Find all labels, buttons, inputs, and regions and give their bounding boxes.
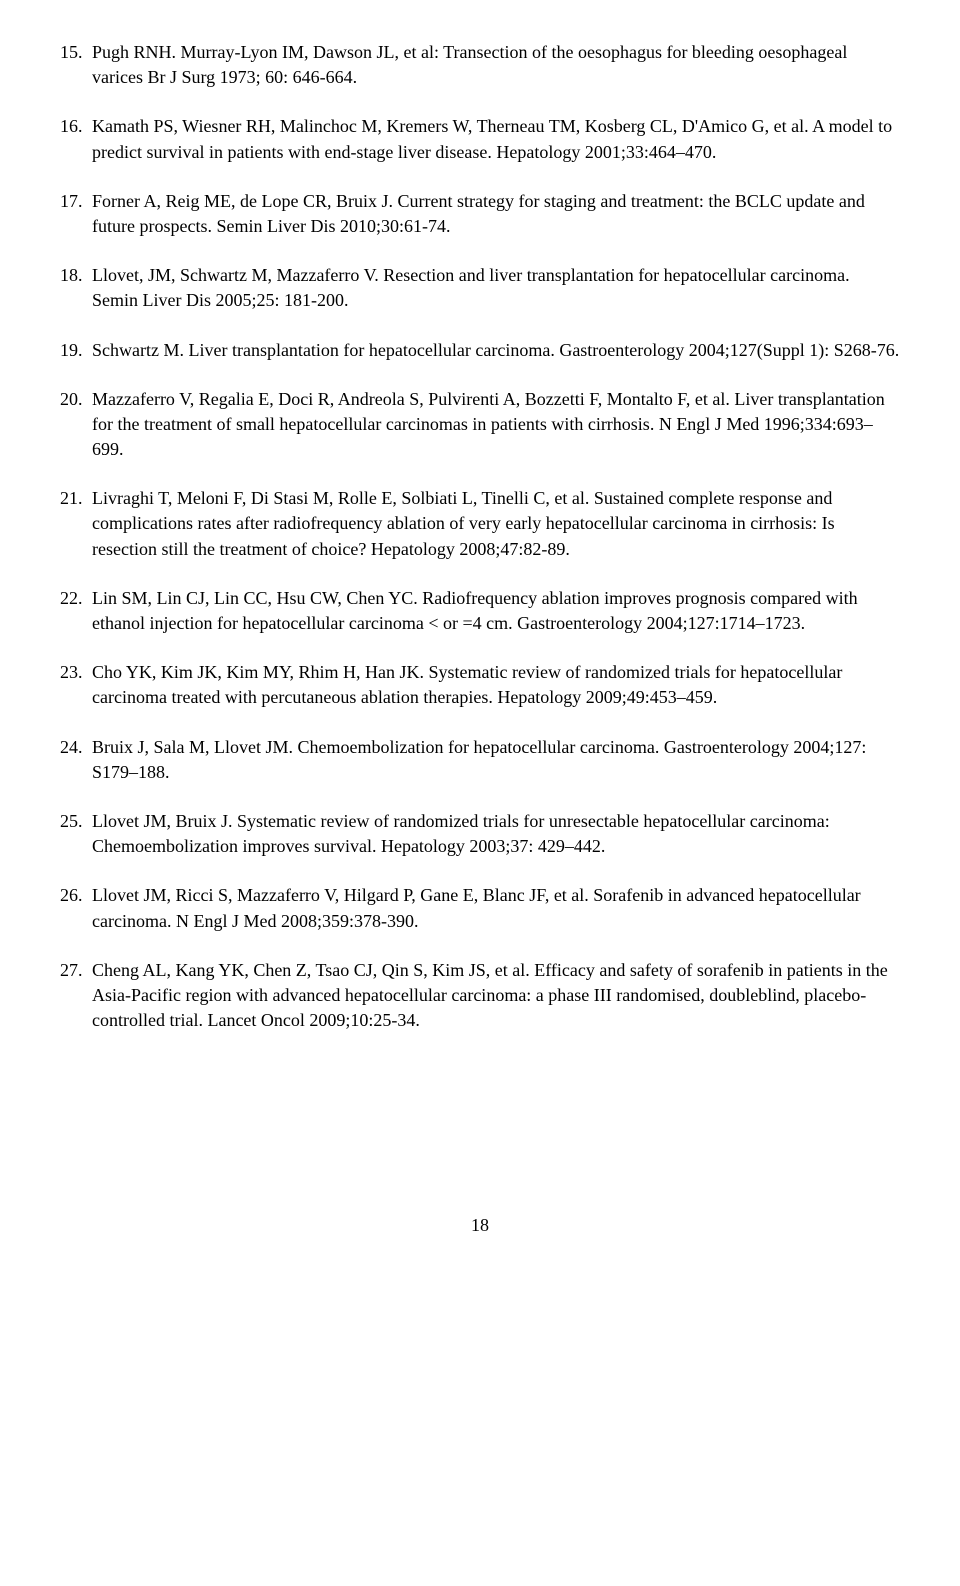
reference-item: 24.Bruix J, Sala M, Llovet JM. Chemoembo…: [60, 735, 900, 785]
reference-number: 25.: [60, 809, 92, 859]
reference-item: 19.Schwartz M. Liver transplantation for…: [60, 338, 900, 363]
reference-number: 20.: [60, 387, 92, 463]
reference-item: 17.Forner A, Reig ME, de Lope CR, Bruix …: [60, 189, 900, 239]
reference-number: 24.: [60, 735, 92, 785]
reference-text: Livraghi T, Meloni F, Di Stasi M, Rolle …: [92, 486, 900, 562]
reference-text: Forner A, Reig ME, de Lope CR, Bruix J. …: [92, 189, 900, 239]
reference-list: 15.Pugh RNH. Murray-Lyon IM, Dawson JL, …: [60, 40, 900, 1033]
reference-number: 26.: [60, 883, 92, 933]
reference-text: Pugh RNH. Murray-Lyon IM, Dawson JL, et …: [92, 40, 900, 90]
reference-item: 26.Llovet JM, Ricci S, Mazzaferro V, Hil…: [60, 883, 900, 933]
reference-item: 27.Cheng AL, Kang YK, Chen Z, Tsao CJ, Q…: [60, 958, 900, 1034]
reference-text: Cheng AL, Kang YK, Chen Z, Tsao CJ, Qin …: [92, 958, 900, 1034]
reference-number: 18.: [60, 263, 92, 313]
reference-text: Bruix J, Sala M, Llovet JM. Chemoemboliz…: [92, 735, 900, 785]
reference-text: Schwartz M. Liver transplantation for he…: [92, 338, 900, 363]
reference-number: 16.: [60, 114, 92, 164]
reference-text: Mazzaferro V, Regalia E, Doci R, Andreol…: [92, 387, 900, 463]
reference-item: 23.Cho YK, Kim JK, Kim MY, Rhim H, Han J…: [60, 660, 900, 710]
reference-text: Llovet JM, Bruix J. Systematic review of…: [92, 809, 900, 859]
reference-number: 27.: [60, 958, 92, 1034]
reference-number: 23.: [60, 660, 92, 710]
reference-number: 15.: [60, 40, 92, 90]
reference-item: 18.Llovet, JM, Schwartz M, Mazzaferro V.…: [60, 263, 900, 313]
reference-text: Lin SM, Lin CJ, Lin CC, Hsu CW, Chen YC.…: [92, 586, 900, 636]
reference-item: 16.Kamath PS, Wiesner RH, Malinchoc M, K…: [60, 114, 900, 164]
page-number: 18: [60, 1213, 900, 1238]
reference-item: 21.Livraghi T, Meloni F, Di Stasi M, Rol…: [60, 486, 900, 562]
reference-item: 22.Lin SM, Lin CJ, Lin CC, Hsu CW, Chen …: [60, 586, 900, 636]
reference-item: 25.Llovet JM, Bruix J. Systematic review…: [60, 809, 900, 859]
reference-number: 22.: [60, 586, 92, 636]
reference-text: Cho YK, Kim JK, Kim MY, Rhim H, Han JK. …: [92, 660, 900, 710]
reference-text: Kamath PS, Wiesner RH, Malinchoc M, Krem…: [92, 114, 900, 164]
reference-number: 17.: [60, 189, 92, 239]
reference-item: 20.Mazzaferro V, Regalia E, Doci R, Andr…: [60, 387, 900, 463]
reference-text: Llovet, JM, Schwartz M, Mazzaferro V. Re…: [92, 263, 900, 313]
reference-item: 15.Pugh RNH. Murray-Lyon IM, Dawson JL, …: [60, 40, 900, 90]
reference-text: Llovet JM, Ricci S, Mazzaferro V, Hilgar…: [92, 883, 900, 933]
reference-number: 21.: [60, 486, 92, 562]
reference-number: 19.: [60, 338, 92, 363]
